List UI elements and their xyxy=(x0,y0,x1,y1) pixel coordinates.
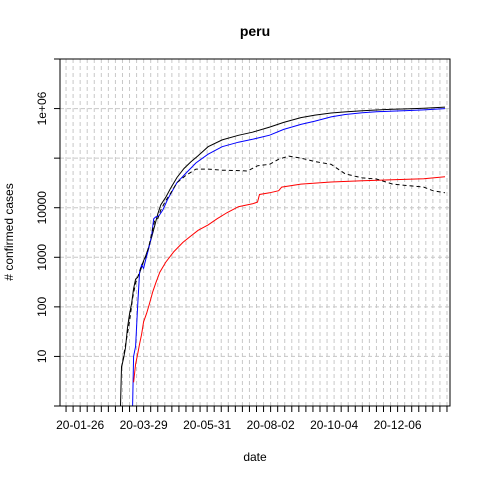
chart-title: peru xyxy=(240,23,270,39)
plot-series xyxy=(120,106,446,407)
y-tick-label: 10000 xyxy=(35,191,49,225)
y-axis-label: # confirmed cases xyxy=(2,183,16,280)
series-line-3 xyxy=(133,176,446,383)
y-axis: 10 100 1000 10000 1e+06 xyxy=(35,58,60,407)
x-axis-label: date xyxy=(243,450,267,464)
y-tick-label: 100 xyxy=(35,297,49,317)
y-tick-label: 1000 xyxy=(35,244,49,271)
x-tick-label: 20-01-26 xyxy=(56,418,104,432)
plot-frame xyxy=(59,58,451,407)
series-line-2 xyxy=(127,108,446,407)
y-tick-label: 10 xyxy=(35,349,49,363)
y-tick-label: 1e+06 xyxy=(35,91,49,125)
x-tick-label: 20-12-06 xyxy=(374,418,422,432)
series-line-1 xyxy=(120,106,446,407)
x-tick-label: 20-05-31 xyxy=(183,418,231,432)
x-tick-label: 20-10-04 xyxy=(310,418,358,432)
x-tick-label: 20-03-29 xyxy=(120,418,168,432)
series-line-4 xyxy=(121,155,446,368)
x-axis: 20-01-26 20-03-29 20-05-31 20-08-02 20-10-04… xyxy=(56,406,448,432)
x-tick-label: 20-08-02 xyxy=(247,418,295,432)
